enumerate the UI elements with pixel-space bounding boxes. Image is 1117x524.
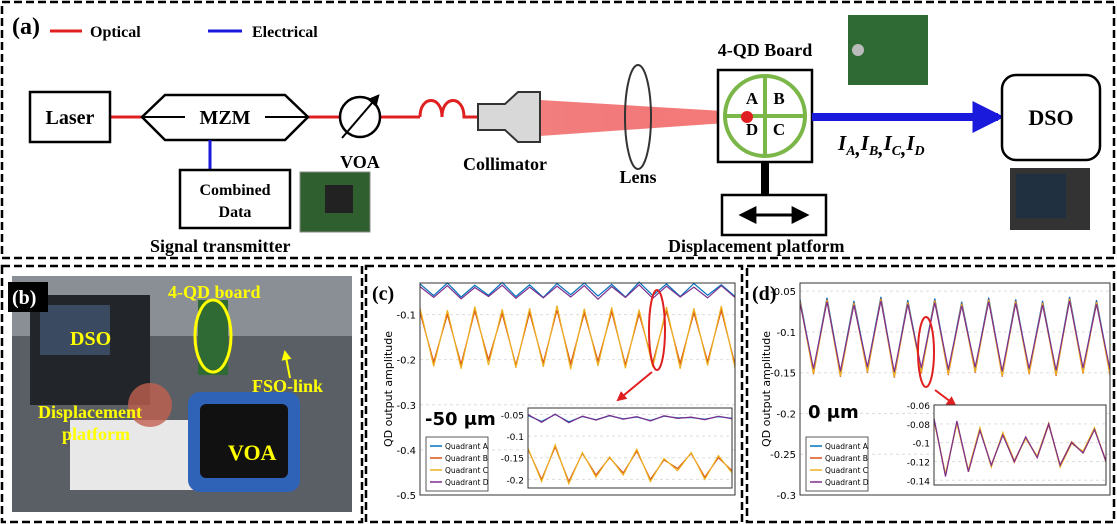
legend-text: Quadrant A <box>445 442 489 451</box>
current-subscript: B <box>868 144 878 159</box>
y-tick-label: -0.1 <box>912 440 930 450</box>
plot-area <box>934 405 1106 485</box>
y-tick-label: -0.15 <box>501 455 524 465</box>
y-tick-label: -0.08 <box>907 421 931 431</box>
quadrant-label: D <box>746 120 758 139</box>
y-tick-label: -0.14 <box>907 477 931 487</box>
y-axis-label: QD output amplitude <box>760 331 773 447</box>
y-tick-label: -0.06 <box>907 402 931 412</box>
y-tick-label: -0.3 <box>396 401 416 412</box>
dso-label: DSO <box>1028 105 1073 130</box>
annotation: 0 μm <box>808 402 859 423</box>
legend-text: Quadrant D <box>445 478 489 487</box>
legend-text: Quadrant C <box>825 466 868 475</box>
photo-label: platform <box>62 424 130 444</box>
legend-text: Quadrant C <box>445 466 488 475</box>
y-tick-label: -0.2 <box>396 356 416 367</box>
y-tick-label: -0.05 <box>770 287 796 298</box>
y-tick-label: -0.4 <box>396 446 416 457</box>
legend-text: Quadrant B <box>445 454 488 463</box>
y-tick-label: -0.1 <box>506 433 524 443</box>
photo-label: 4-QD board <box>168 282 261 302</box>
y-tick-label: -0.25 <box>770 450 796 461</box>
chart: (d)QD output amplitude-0.05-0.1-0.15-0.2… <box>752 283 1110 502</box>
annotation: -50 μm <box>425 409 496 430</box>
current-subscript: D <box>914 144 925 159</box>
figure: (a) Optical Electrical Laser MZM Combine… <box>0 0 1117 524</box>
caption: Signal transmitter <box>150 236 290 256</box>
photo-label: FSO-link <box>252 376 323 396</box>
collimator <box>478 92 540 142</box>
panel-label: (a) <box>12 14 40 40</box>
y-tick-label: -0.3 <box>776 491 796 502</box>
board-photo <box>852 44 864 56</box>
scope-photo <box>1016 174 1066 218</box>
lens-label: Lens <box>619 167 656 187</box>
y-tick-label: -0.12 <box>907 458 930 468</box>
legend-text: Optical <box>90 24 141 41</box>
beam <box>540 100 740 136</box>
panel-label: (c) <box>372 283 394 305</box>
combined-label: Combined <box>199 182 270 199</box>
y-tick-label: -0.05 <box>501 411 524 421</box>
laser-label: Laser <box>46 107 95 129</box>
y-tick-label: -0.15 <box>770 369 796 380</box>
combined-label: Data <box>219 204 252 221</box>
y-tick-label: -0.2 <box>506 476 524 486</box>
photo-label: DSO <box>70 328 111 350</box>
caption: Displacement platform <box>668 236 844 256</box>
page: (a) Optical Electrical Laser MZM Combine… <box>0 0 1117 524</box>
y-tick-label: -0.2 <box>776 409 796 420</box>
currents-label: IA,IB,IC,ID <box>837 131 925 160</box>
plot-area <box>528 408 732 488</box>
transmitter-photo <box>325 185 353 213</box>
y-tick-label: -0.1 <box>776 328 796 339</box>
legend-text: Quadrant D <box>825 478 869 487</box>
panel-label: (b) <box>12 287 36 309</box>
chart: (c)QD output amplitude-0.1-0.2-0.3-0.4-0… <box>372 282 735 502</box>
quadrant-label: A <box>746 89 759 108</box>
voa-label: VOA <box>340 152 380 172</box>
y-tick-label: -0.5 <box>396 491 416 502</box>
quadrant-label: B <box>773 89 784 108</box>
photo-label: VOA <box>228 440 277 465</box>
quadrant-label: C <box>773 120 785 139</box>
y-axis-label: QD output amplitude <box>382 331 395 447</box>
current-subscript: A <box>845 144 855 159</box>
mzm-label: MZM <box>199 107 250 129</box>
board-label: 4-QD Board <box>718 40 813 60</box>
collimator-label: Collimator <box>463 154 547 174</box>
photo-label: Displacement <box>38 402 142 422</box>
legend-text: Electrical <box>252 24 318 41</box>
legend-text: Quadrant B <box>825 454 868 463</box>
legend-text: Quadrant A <box>825 442 869 451</box>
y-tick-label: -0.1 <box>396 311 416 322</box>
